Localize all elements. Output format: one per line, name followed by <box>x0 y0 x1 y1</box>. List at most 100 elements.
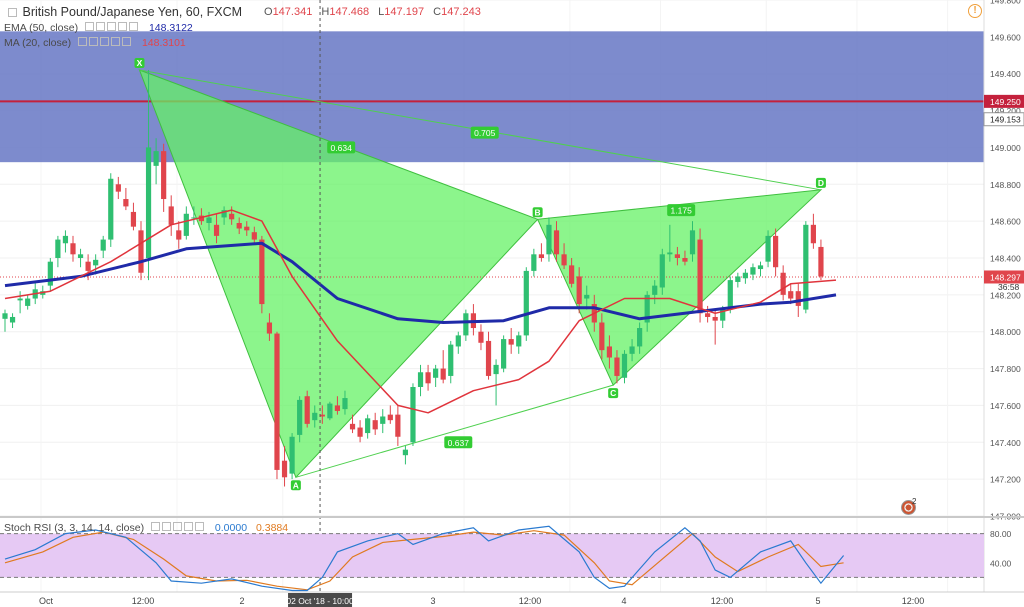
stoch-legend[interactable]: Stoch RSI (3, 3, 14, 14, close) 0.0000 0… <box>4 522 288 534</box>
price-tag-label: 149.250 <box>990 97 1021 107</box>
candle <box>395 414 401 437</box>
pattern-point-c-marker <box>608 388 619 399</box>
candle <box>773 235 779 268</box>
price-tag <box>984 94 1024 108</box>
collapse-icon[interactable] <box>8 6 19 20</box>
candle <box>682 258 688 262</box>
candle <box>561 254 567 266</box>
candle <box>735 276 741 282</box>
ema-label: EMA (50, close) <box>4 22 79 34</box>
resistance-zone <box>0 31 984 163</box>
stoch-settings-icon[interactable] <box>151 522 206 534</box>
pattern-point-x-label: X <box>137 58 143 68</box>
candle <box>342 398 348 410</box>
price-tick-label: 147.400 <box>990 438 1021 448</box>
candle <box>327 403 333 419</box>
candle <box>674 254 680 258</box>
price-tag-label: 148.297 <box>990 272 1021 282</box>
time-tick-label: Oct <box>39 596 54 606</box>
candle <box>410 387 416 443</box>
stoch-label: Stoch RSI (3, 3, 14, 14, close) <box>4 522 145 534</box>
ema-50-line <box>4 241 837 324</box>
candle <box>516 335 522 347</box>
crosshair-time-box <box>288 593 353 607</box>
candle <box>319 414 325 417</box>
candle <box>742 272 748 279</box>
candle <box>689 230 696 255</box>
candle <box>614 357 620 376</box>
time-tick-label: 3 <box>430 596 435 606</box>
candle <box>402 449 409 456</box>
warning-icon[interactable]: ! <box>968 4 982 18</box>
ema-legend[interactable]: EMA (50, close) 148.3122 <box>4 22 193 34</box>
low-value: 147.197 <box>384 6 425 18</box>
candle <box>387 414 393 421</box>
open-value: 147.341 <box>272 6 313 18</box>
candle <box>788 291 794 299</box>
ratio-label: 0.634 <box>331 143 353 153</box>
ema-settings-icon[interactable] <box>85 22 140 34</box>
candle <box>312 412 318 421</box>
price-tick-label: 149.000 <box>990 143 1021 153</box>
currency-flag-icon[interactable] <box>901 500 916 515</box>
ohlc-readout: O147.341 H147.468 L147.197 C147.243 <box>258 6 481 18</box>
time-tick-label: 12:00 <box>902 596 925 606</box>
candle <box>123 199 129 207</box>
high-label: H <box>321 6 330 18</box>
time-tick-label: 12:00 <box>132 596 155 606</box>
candle <box>365 418 371 434</box>
candle <box>221 210 227 218</box>
symbol-header: British Pound/Japanese Yen, 60, FXCM <box>4 5 242 20</box>
candle <box>93 259 99 266</box>
candle <box>372 420 378 430</box>
candle <box>780 272 786 295</box>
candle <box>553 230 560 255</box>
candle <box>17 298 23 301</box>
price-tick-label: 147.200 <box>990 475 1021 485</box>
pattern-point-b-marker <box>532 207 543 218</box>
candle <box>47 261 53 286</box>
stoch-d-value: 0.3884 <box>255 522 289 534</box>
candle <box>85 261 91 271</box>
ratio-label-box <box>444 436 473 449</box>
ma-legend[interactable]: MA (20, close) 148.3101 <box>4 37 186 49</box>
ma-settings-icon[interactable] <box>78 37 133 49</box>
candle <box>274 333 280 470</box>
candle <box>569 265 575 284</box>
candle <box>55 239 61 258</box>
candle <box>508 339 514 345</box>
candle <box>501 339 507 369</box>
candle <box>621 353 628 378</box>
candle <box>62 235 69 244</box>
candle <box>161 151 167 200</box>
close-value: 147.243 <box>441 6 481 18</box>
ratio-label-box <box>470 126 499 139</box>
stoch-tick-label: 40.00 <box>990 558 1012 568</box>
price-tick-label: 149.200 <box>990 106 1021 116</box>
candle <box>440 368 446 380</box>
candle <box>183 213 189 236</box>
ratio-label-box <box>327 141 356 154</box>
candle <box>236 222 242 229</box>
candle <box>463 313 469 336</box>
candle <box>77 254 84 258</box>
ma-20-line <box>4 209 837 414</box>
candle <box>380 416 386 424</box>
candle <box>803 224 809 310</box>
time-tick-label: 12:00 <box>519 596 542 606</box>
candle <box>818 246 824 277</box>
candle <box>244 226 250 231</box>
price-tick-label: 148.800 <box>990 180 1021 190</box>
candle <box>425 372 431 384</box>
candle <box>705 313 711 317</box>
stoch-k-line <box>4 525 845 592</box>
pattern-point-a-marker <box>290 480 301 491</box>
price-tag <box>984 270 1024 284</box>
stoch-k-value: 0.0000 <box>214 522 248 534</box>
pattern-point-c-label: C <box>610 388 616 398</box>
pattern-point-b-label: B <box>535 207 541 217</box>
candle <box>70 243 76 255</box>
flag-count: 2 <box>912 497 917 506</box>
candle <box>289 436 295 474</box>
